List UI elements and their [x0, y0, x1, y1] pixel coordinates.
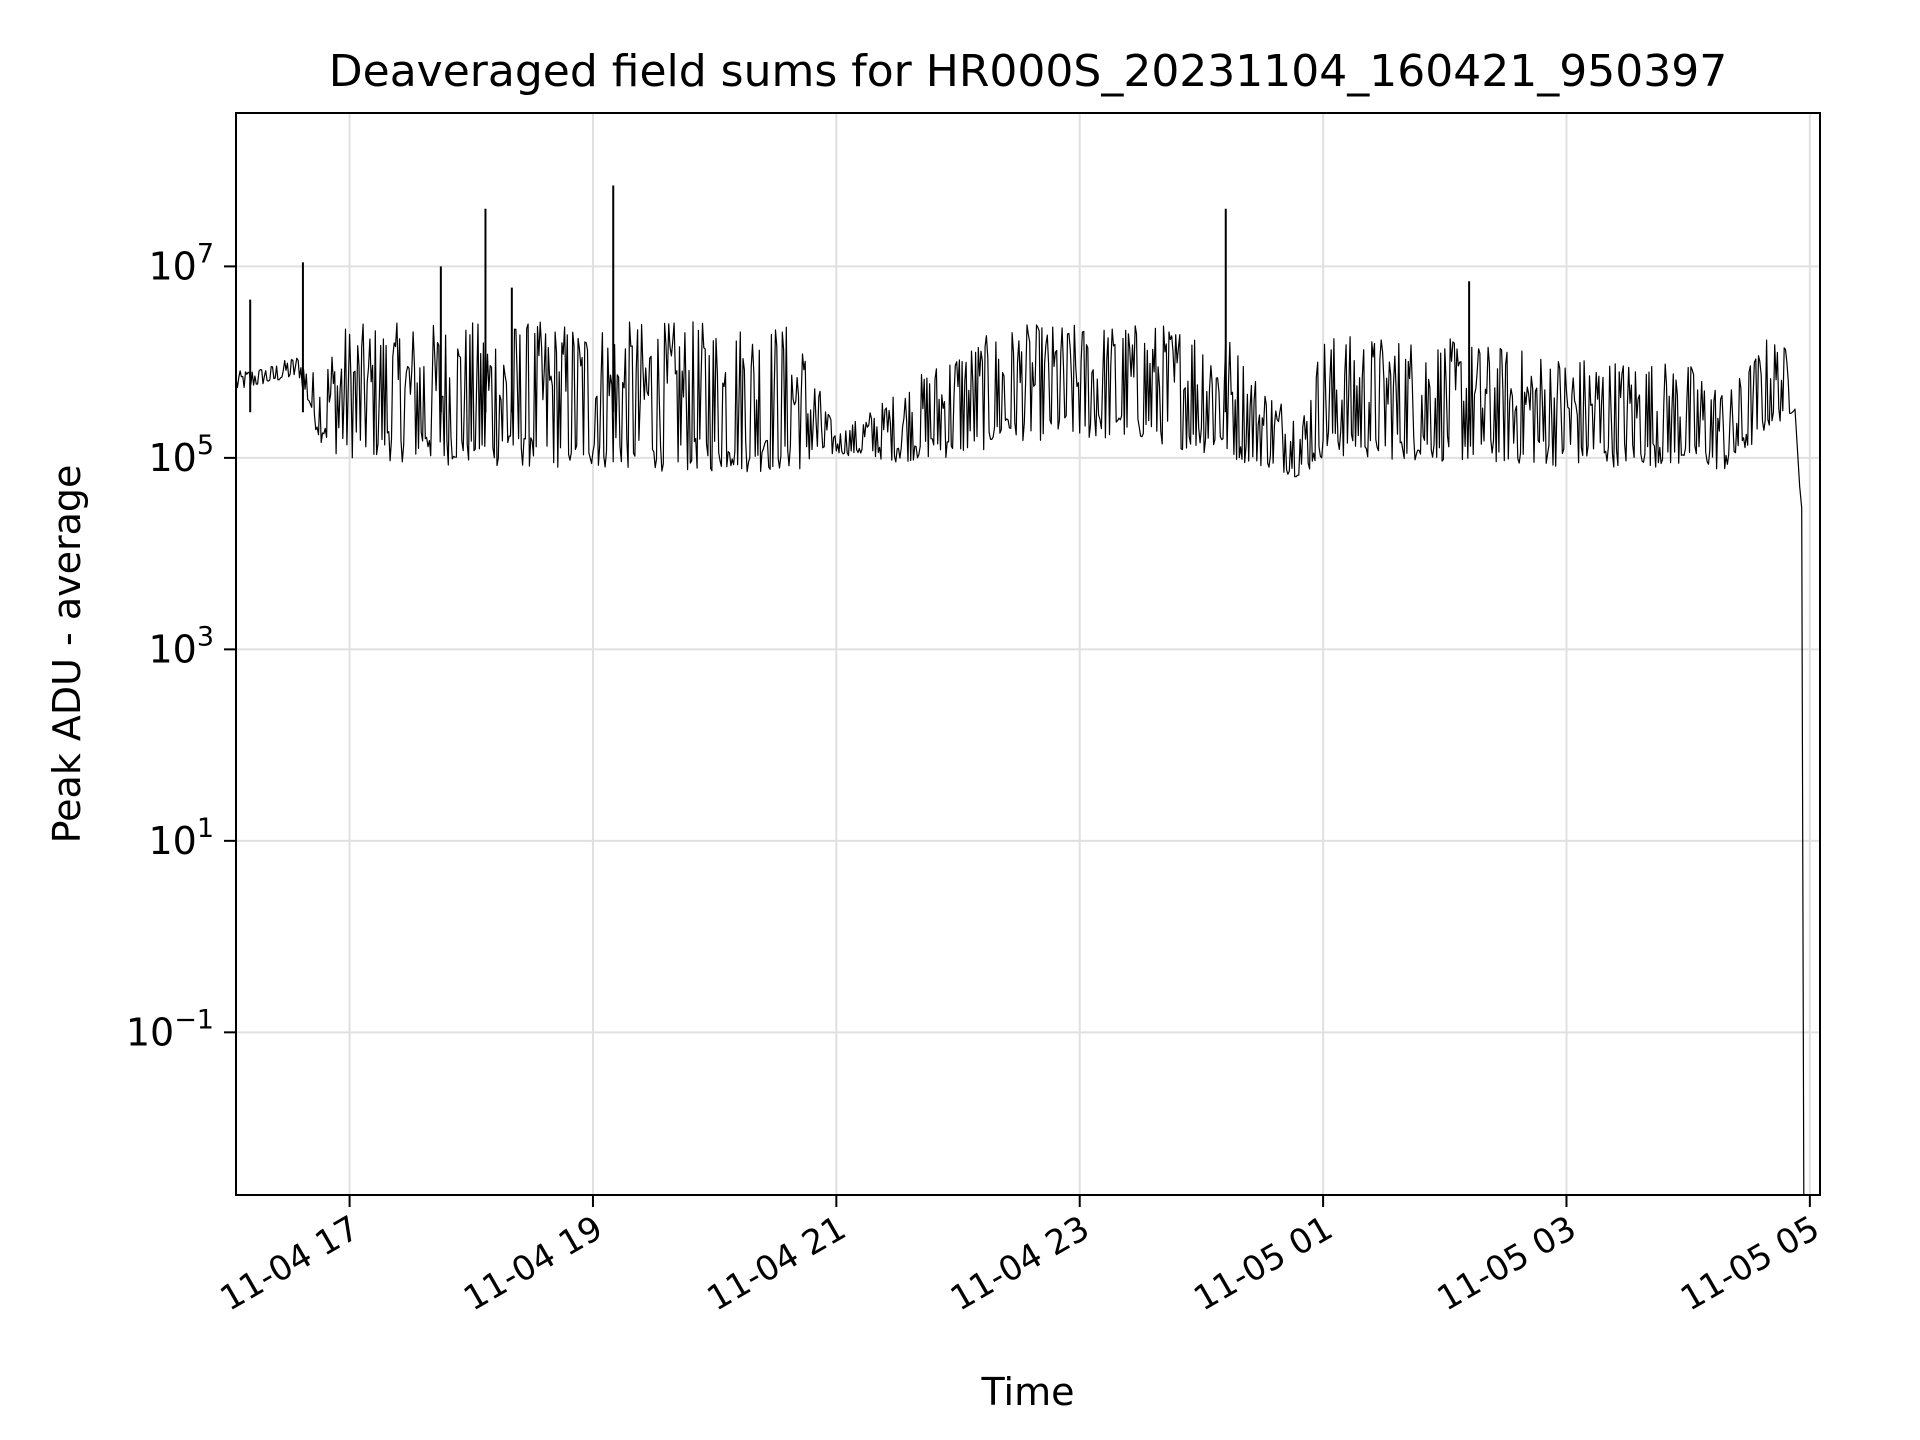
plot-area — [235, 185, 1805, 1196]
grid-lines — [236, 113, 1820, 1195]
x-axis-ticks: 11-04 17 11-04 19 11-04 21 11-04 23 11-05 01… — [214, 1195, 1826, 1319]
x-tick-label: 11-05 01 — [1187, 1208, 1339, 1319]
y-tick-label: 105 — [148, 430, 214, 480]
x-tick-label: 11-04 17 — [214, 1208, 366, 1319]
x-tick-label: 11-04 21 — [700, 1208, 852, 1319]
x-tick-label: 11-05 03 — [1431, 1208, 1583, 1319]
axes-frame — [235, 112, 1821, 1196]
x-tick-label: 11-04 19 — [457, 1208, 609, 1319]
x-tick-label: 11-04 23 — [944, 1208, 1096, 1319]
y-axis-label: Peak ADU - average — [45, 465, 89, 844]
y-tick-label: 107 — [148, 238, 214, 288]
y-tick-label: 101 — [148, 813, 214, 863]
y-tick-label: 10−1 — [126, 1004, 214, 1054]
y-tick-label: 103 — [148, 621, 214, 671]
series-line — [235, 321, 1805, 1196]
x-tick-label: 11-05 05 — [1674, 1208, 1826, 1319]
y-axis-ticks: 107 105 103 101 10−1 — [126, 238, 236, 1054]
chart-title: Deaveraged field sums for HR000S_2023110… — [329, 46, 1727, 97]
x-axis-label: Time — [981, 1370, 1075, 1414]
